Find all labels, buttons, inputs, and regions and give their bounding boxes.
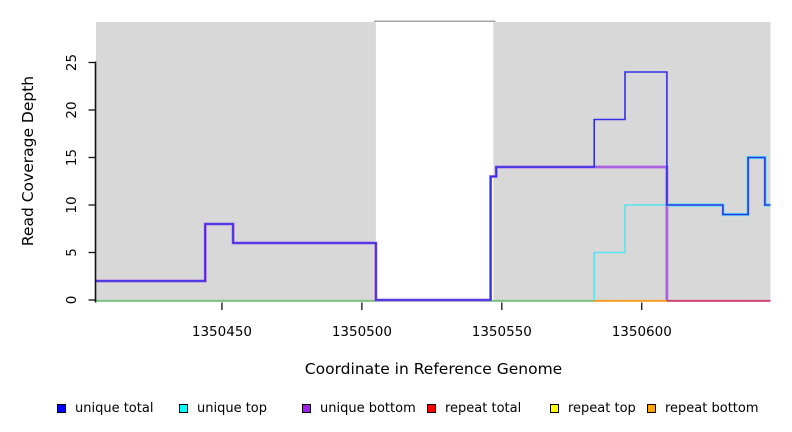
x-axis-title: Coordinate in Reference Genome	[304, 360, 563, 378]
y-axis-title: Read Coverage Depth	[19, 75, 37, 247]
y-axis-tick-label: 5	[64, 248, 80, 257]
y-axis-tick-label: 0	[64, 296, 80, 305]
coverage-gap-region	[375, 22, 494, 302]
y-axis-tick-label: 20	[64, 101, 80, 118]
y-axis-tick-label: 25	[64, 54, 80, 71]
x-axis-tick-label: 1350600	[612, 324, 672, 340]
series-line-unique-total	[96, 71, 771, 301]
x-axis-tick-label: 1350500	[332, 324, 392, 340]
x-axis-tick-label: 1350450	[192, 324, 252, 340]
y-axis-tick-label: 10	[64, 196, 80, 213]
y-axis-tick-label: 15	[64, 149, 80, 166]
x-axis-tick-label: 1350550	[472, 324, 532, 340]
